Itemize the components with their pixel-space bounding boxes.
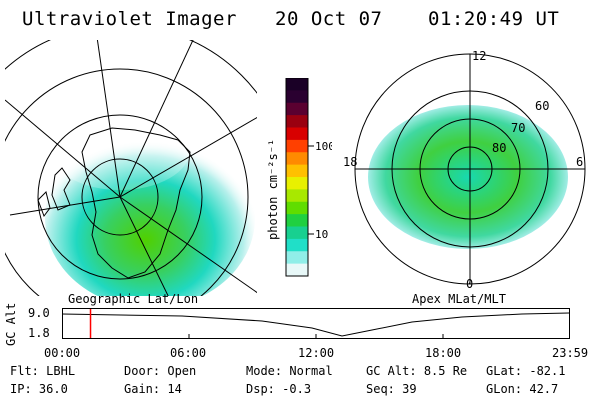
timeline-plot [62,308,570,339]
colorbar-band [286,226,308,240]
colorbar-band [286,263,308,277]
timeline-xtick-4: 23:59 [552,346,589,360]
colorbar-band [286,251,308,265]
colorbar-band [286,238,308,252]
colorbar-tick-100: 100 [315,140,332,153]
info-mode: Mode: Normal [246,364,333,378]
info-ip: IP: 36.0 [10,382,68,396]
info-seq: Seq: 39 [366,382,417,396]
colorbar-band [286,201,308,215]
colorbar-band [286,90,308,104]
colorbar-band [286,177,308,190]
timeline-xtick-2: 12:00 [298,346,335,360]
colorbar-band [286,78,308,91]
colorbar-tick-10: 10 [315,228,328,241]
timeline-axis-label: GC Alt [4,302,18,346]
colorbar-band [286,102,308,116]
colorbar-band [286,189,308,203]
info-glat: GLat: -82.1 [486,364,566,378]
timeline-ytick-bottom: 1.8 [28,326,50,340]
timeline-xtick-0: 00:00 [44,346,81,360]
colorbar-band [286,214,308,228]
info-gain: Gain: 14 [124,382,182,396]
apex-caption: Apex MLat/MLT [412,292,506,306]
apex-polar-plot: 12 18 6 0 60 70 80 [343,49,586,291]
colorbar-band [286,127,308,141]
colorbar-band [286,152,308,166]
longitude-grid [5,40,257,296]
mlat-label-80: 80 [492,141,506,155]
colorbar: 100 10 [285,78,332,277]
mlt-label-0: 0 [466,277,473,291]
geographic-caption: Geographic Lat/Lon [68,292,199,306]
info-dsp: Dsp: -0.3 [246,382,312,396]
mlat-label-60: 60 [535,99,549,113]
colorbar-band [286,115,308,129]
timeline-ytick-top: 9.0 [28,306,50,320]
instrument-title: Ultraviolet Imager [22,8,237,30]
timeline-axis-label-box: GC Alt [4,302,24,346]
info-glon: GLon: 42.7 [486,382,559,396]
mlt-label-6: 6 [576,155,583,169]
mlt-label-18: 18 [343,155,357,169]
mlat-label-70: 70 [511,121,525,135]
timeline-xtick-1: 06:00 [170,346,207,360]
colorbar-band [286,164,308,178]
info-door: Door: Open [124,364,197,378]
altitude-curve [62,312,570,337]
time-label: 01:20:49 UT [428,8,560,30]
colorbar-unit-label: photon cm⁻²s⁻¹ [266,138,280,240]
mlat-grid [354,53,586,285]
date-label: 20 Oct 07 [275,8,383,30]
coastline [81,127,191,279]
info-gc-alt: GC Alt: 8.5 Re [366,364,468,378]
timeline-xtick-3: 18:00 [425,346,462,360]
auroral-oval [368,105,568,249]
latitude-grid [5,40,257,296]
info-flt: Flt: LBHL [10,364,76,378]
colorbar-band [286,139,308,153]
mlt-label-12: 12 [472,49,486,63]
geographic-image [5,40,257,296]
